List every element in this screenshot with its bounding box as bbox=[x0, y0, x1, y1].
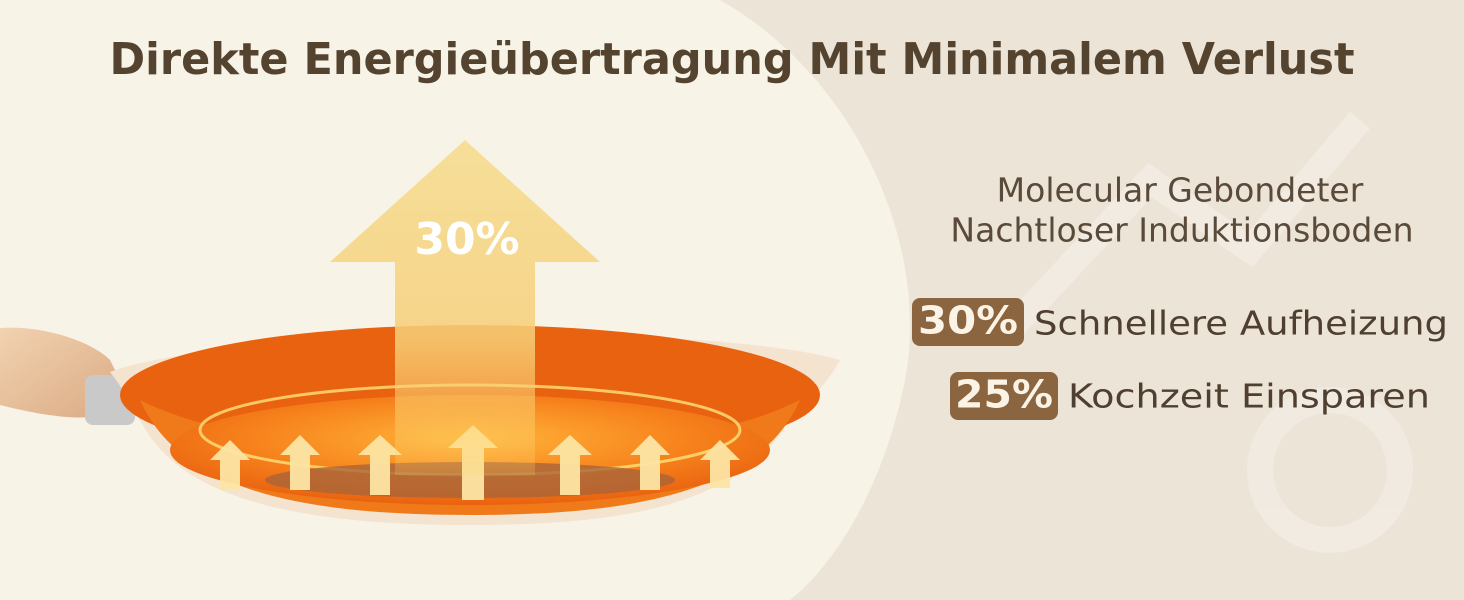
arrow-label: 30% bbox=[414, 214, 519, 265]
feature-text: Kochzeit Einsparen bbox=[1068, 377, 1430, 416]
background-graphic bbox=[1000, 111, 1413, 553]
feature-text: Schnellere Aufheizung bbox=[1034, 304, 1448, 343]
badge-text: 25% bbox=[955, 373, 1053, 417]
title: Direkte Energieübertragung Mit Minimalem… bbox=[110, 34, 1355, 85]
badge bbox=[950, 372, 1058, 420]
energy-arrow bbox=[330, 140, 600, 475]
subtitle-line: Molecular Gebondeter bbox=[997, 171, 1364, 210]
badge-text: 30% bbox=[918, 299, 1018, 343]
subtitle-line: Nachtloser Induktionsboden bbox=[950, 211, 1413, 250]
badge bbox=[912, 298, 1024, 346]
